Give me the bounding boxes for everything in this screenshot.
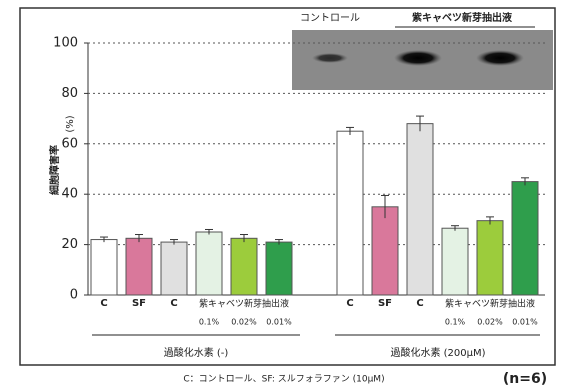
bar xyxy=(161,242,187,295)
y-axis-label: 細胞障害率 xyxy=(48,145,61,195)
x-tick-label: C xyxy=(100,298,107,309)
n-label: (n=6) xyxy=(503,371,547,387)
footnote: C：コントロール、SF: スルフォラファン (10μM) xyxy=(183,374,384,385)
bar xyxy=(477,221,503,295)
bar xyxy=(337,131,363,295)
blot-band xyxy=(312,53,348,63)
chart: コントロール 紫キャベツ新芽抽出液 細胞障害率 (%) 過酸化水素 (-) 過酸… xyxy=(0,0,570,388)
x-tick-label: 0.02% xyxy=(477,318,503,327)
blot-band xyxy=(476,50,524,66)
bar xyxy=(266,242,292,295)
extract-label: 紫キャベツ新芽抽出液 xyxy=(445,298,535,310)
x-tick-label: 0.01% xyxy=(266,318,292,327)
bar xyxy=(407,124,433,295)
x-tick-label: C xyxy=(416,298,423,309)
x-tick-label: 0.1% xyxy=(445,318,466,327)
bar xyxy=(91,240,117,295)
bar xyxy=(512,182,538,295)
group-label: 過酸化水素 (200μM) xyxy=(390,346,485,359)
y-axis-unit: (%) xyxy=(65,115,76,132)
x-tick-label: SF xyxy=(132,298,146,309)
y-tick-label: 100 xyxy=(53,36,78,51)
x-tick-label: 0.02% xyxy=(231,318,257,327)
group-label: 過酸化水素 (-) xyxy=(164,346,229,359)
bar xyxy=(442,228,468,295)
y-tick-label: 40 xyxy=(61,187,78,202)
blot-label: コントロール xyxy=(300,13,360,24)
blot-label: 紫キャベツ新芽抽出液 xyxy=(412,11,512,24)
bar xyxy=(196,232,222,295)
bar xyxy=(372,207,398,295)
y-tick-label: 80 xyxy=(61,86,78,101)
bar xyxy=(126,238,152,295)
extract-label: 紫キャベツ新芽抽出液 xyxy=(199,298,289,310)
bar xyxy=(231,238,257,295)
x-tick-label: C xyxy=(346,298,353,309)
x-tick-label: 0.01% xyxy=(512,318,538,327)
x-tick-label: 0.1% xyxy=(199,318,220,327)
x-tick-label: C xyxy=(170,298,177,309)
blot-band xyxy=(394,50,442,66)
y-tick-label: 20 xyxy=(61,237,78,252)
y-tick-label: 0 xyxy=(70,288,78,303)
x-tick-label: SF xyxy=(378,298,392,309)
y-tick-label: 60 xyxy=(61,136,78,151)
